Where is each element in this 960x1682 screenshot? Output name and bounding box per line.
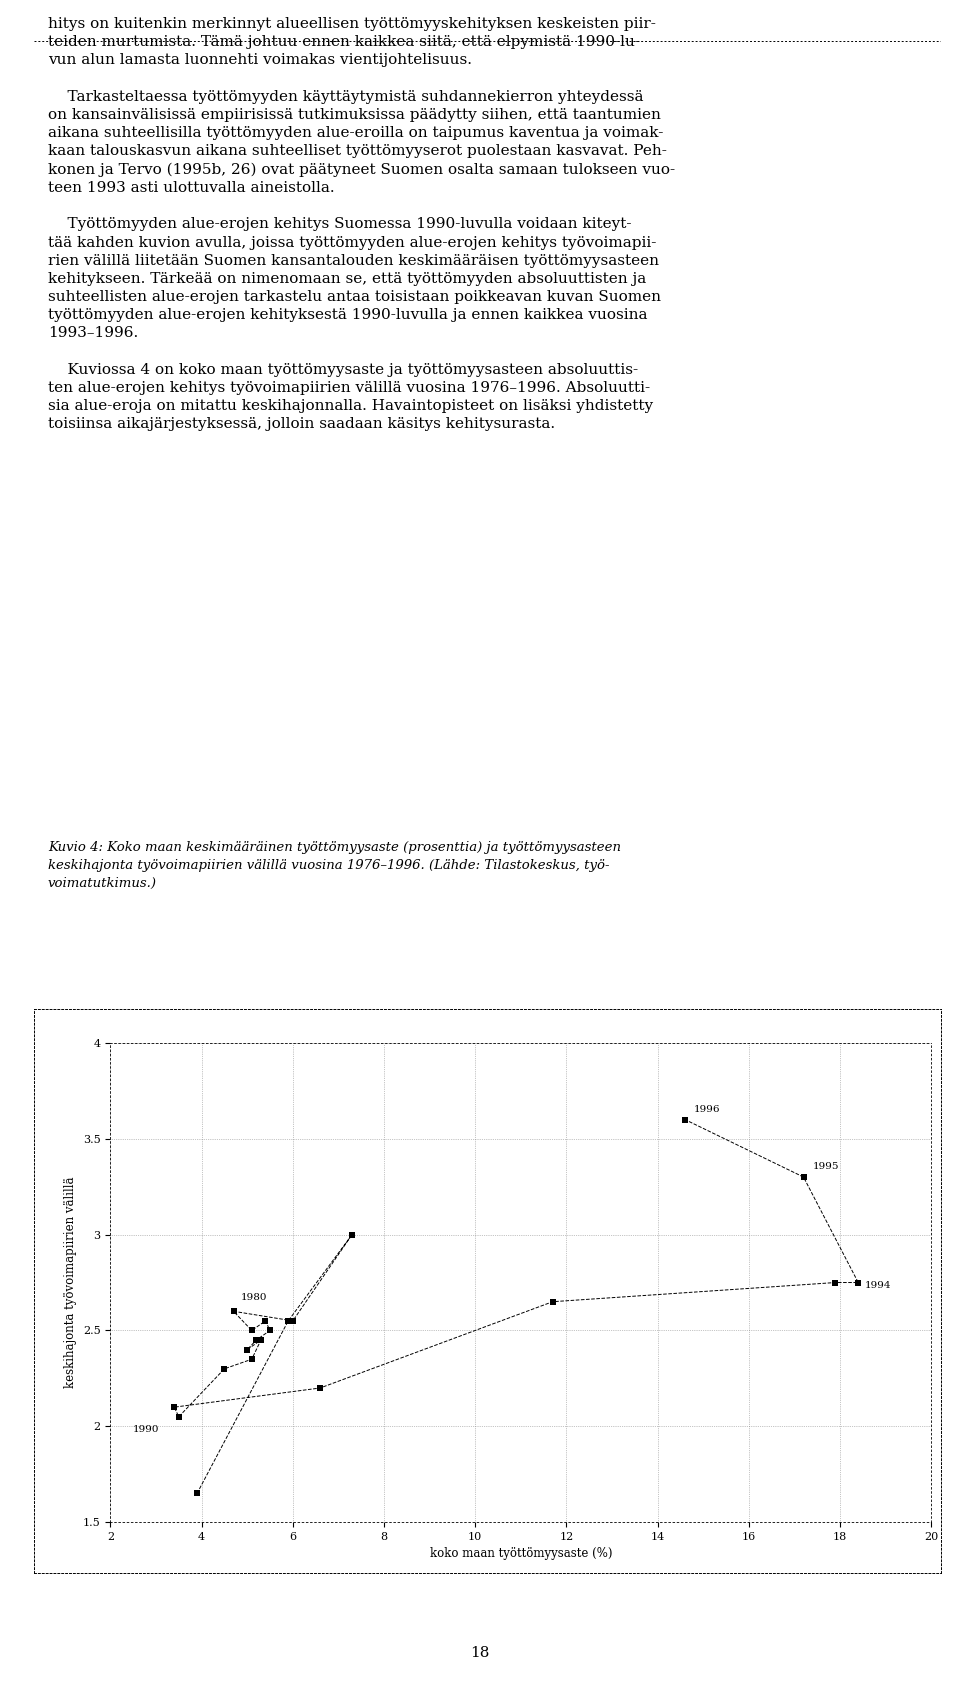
Point [244, 1317, 259, 1344]
Point [280, 1307, 296, 1334]
Point [257, 1307, 273, 1334]
Point [217, 1356, 232, 1383]
Point [249, 1327, 264, 1354]
Point [312, 1374, 327, 1401]
Point [166, 1394, 181, 1421]
Point [796, 1164, 811, 1191]
Point [828, 1270, 843, 1297]
Text: 1996: 1996 [694, 1105, 721, 1113]
Point [262, 1317, 277, 1344]
Point [851, 1270, 866, 1297]
Text: 1995: 1995 [812, 1162, 839, 1171]
Point [677, 1107, 692, 1134]
Y-axis label: keskihajonta työvoimapiirien välillä: keskihajonta työvoimapiirien välillä [64, 1177, 78, 1388]
Text: 1990: 1990 [133, 1425, 159, 1435]
Point [189, 1480, 204, 1507]
Point [545, 1288, 561, 1315]
Point [171, 1403, 186, 1430]
Point [253, 1327, 269, 1354]
Text: 1980: 1980 [240, 1293, 267, 1302]
Text: Kuvio 4: Koko maan keskimääräinen työttömyysaste (prosenttia) ja työttömyysastee: Kuvio 4: Koko maan keskimääräinen työttö… [48, 841, 621, 890]
Point [240, 1336, 255, 1362]
Point [285, 1307, 300, 1334]
X-axis label: koko maan työttömyysaste (%): koko maan työttömyysaste (%) [429, 1547, 612, 1561]
Point [226, 1299, 241, 1325]
Text: hitys on kuitenkin merkinnyt alueellisen työttömyyskehityksen keskeisten piir-
t: hitys on kuitenkin merkinnyt alueellisen… [48, 17, 675, 431]
Point [244, 1346, 259, 1373]
Point [345, 1221, 360, 1248]
Text: 18: 18 [470, 1645, 490, 1660]
Text: 1994: 1994 [865, 1282, 892, 1290]
